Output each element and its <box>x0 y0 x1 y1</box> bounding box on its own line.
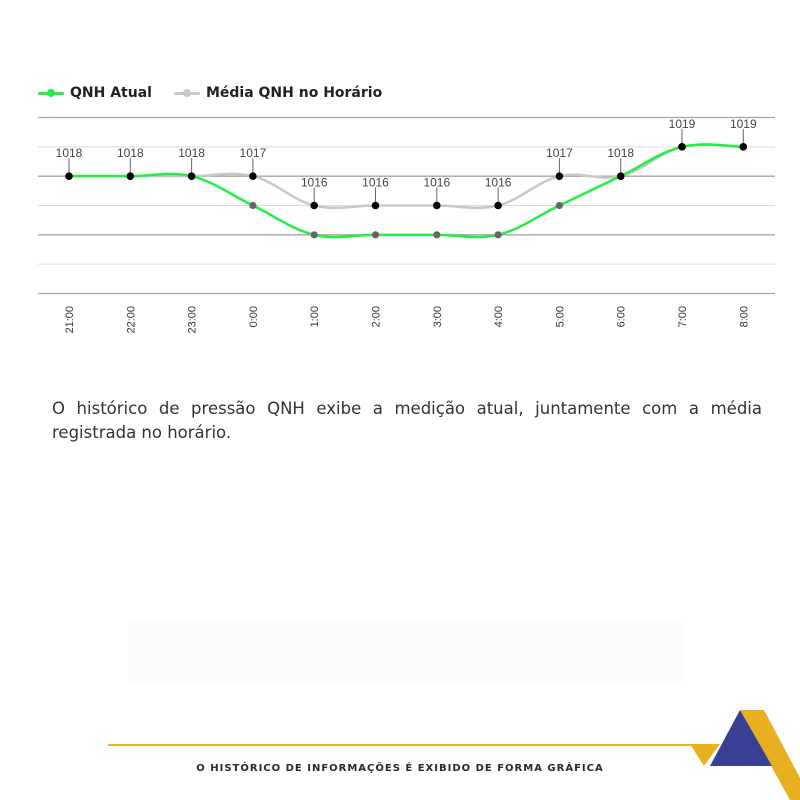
data-point-average <box>65 172 73 180</box>
chart-legend: QNH Atual Média QNH no Horário <box>38 84 404 102</box>
data-label: 1018 <box>607 146 634 160</box>
x-tick-label: 8:00 <box>738 306 750 327</box>
data-point-average <box>555 172 564 180</box>
footer-caption: O HISTÓRICO DE INFORMAÇÕES É EXIBIDO DE … <box>196 763 604 774</box>
brand-logo-icon <box>690 710 800 800</box>
legend-item-current[interactable]: QNH Atual <box>38 85 152 101</box>
x-tick-label: 3:00 <box>432 306 444 327</box>
x-tick-label: 4:00 <box>493 306 505 327</box>
x-tick-label: 2:00 <box>371 306 383 327</box>
x-tick-label: 1:00 <box>309 306 321 327</box>
footer-band <box>128 620 683 682</box>
data-point-average <box>187 172 196 180</box>
legend-swatch-average <box>173 88 200 98</box>
data-point-current <box>433 231 441 239</box>
data-label: 1019 <box>669 117 696 131</box>
data-point-average <box>371 201 380 210</box>
legend-label-average: Média QNH no Horário <box>205 85 383 101</box>
data-point-current <box>310 231 318 239</box>
data-point-current <box>371 231 380 239</box>
qnh-line-chart: 1018 1018 1018 1017 1016 1016 1016 1016 1017 1018… <box>38 117 775 334</box>
data-point-average <box>739 143 748 151</box>
x-tick-label: 6:00 <box>616 306 628 327</box>
data-label: 1018 <box>178 146 205 160</box>
x-tick-label: 22:00 <box>125 306 137 334</box>
legend-item-average[interactable]: Média QNH no Horário <box>173 85 383 101</box>
data-point-current <box>249 201 257 210</box>
data-point-average <box>433 201 441 210</box>
data-label: 1018 <box>56 146 83 160</box>
data-label: 1018 <box>117 146 144 160</box>
data-point-average <box>249 172 257 180</box>
x-tick-label: 5:00 <box>554 306 566 327</box>
x-tick-label: 7:00 <box>677 306 689 327</box>
x-tick-label: 0:00 <box>248 306 260 327</box>
series-line-current <box>68 143 744 239</box>
x-tick-label: 23:00 <box>187 306 199 334</box>
data-point-average <box>126 172 135 180</box>
data-point-average <box>616 172 625 180</box>
data-point-average <box>310 201 319 210</box>
data-point-current <box>555 201 564 210</box>
chart-description: O histórico de pressão QNH exibe a mediç… <box>52 399 762 442</box>
x-tick-label: 21:00 <box>64 306 76 334</box>
legend-swatch-current <box>38 88 64 98</box>
footer-divider <box>108 744 708 746</box>
data-label: 1017 <box>546 146 573 160</box>
data-point-average <box>678 143 686 151</box>
data-point-average <box>494 201 502 210</box>
data-label: 1016 <box>485 176 512 190</box>
data-label: 1016 <box>423 176 450 190</box>
data-label: 1016 <box>362 176 389 190</box>
data-label: 1019 <box>730 117 757 131</box>
data-point-current <box>494 231 502 239</box>
legend-label-current: QNH Atual <box>70 85 152 101</box>
data-label: 1017 <box>240 146 267 160</box>
data-label: 1016 <box>301 176 328 190</box>
